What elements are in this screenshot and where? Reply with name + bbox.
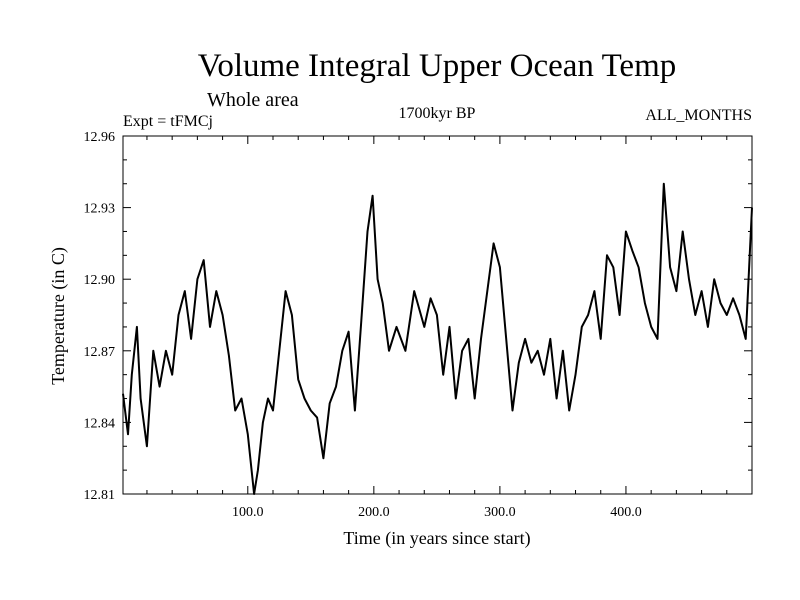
plot-area: 12.81 12.84 12.87 12.90 12.93 12.96 100.0 200.0… bbox=[84, 130, 753, 520]
x-tick-label: 300.0 bbox=[484, 505, 516, 520]
x-axis-label: Time (in years since start) bbox=[343, 528, 530, 549]
plot-frame bbox=[122, 135, 753, 495]
y-tick-label: 12.84 bbox=[84, 416, 116, 431]
y-tick-label: 12.96 bbox=[84, 130, 116, 145]
y-tick-label: 12.87 bbox=[84, 345, 116, 360]
x-tick-label: 200.0 bbox=[358, 505, 390, 520]
y-tick-label: 12.93 bbox=[84, 202, 116, 217]
chart-subtitle: Whole area bbox=[207, 89, 299, 111]
y-tick-label: 12.90 bbox=[84, 273, 116, 288]
months-label: ALL_MONTHS bbox=[645, 107, 752, 124]
y-tick-label: 12.81 bbox=[84, 488, 116, 503]
series-line bbox=[122, 182, 753, 495]
experiment-label: Expt = tFMCj bbox=[123, 113, 213, 130]
x-tick-label: 100.0 bbox=[232, 505, 264, 520]
x-tick-label: 400.0 bbox=[610, 505, 642, 520]
chart-title: Volume Integral Upper Ocean Temp bbox=[198, 48, 676, 84]
period-label: 1700kyr BP bbox=[399, 105, 476, 122]
y-axis-label: Temperature (in C) bbox=[48, 247, 69, 385]
